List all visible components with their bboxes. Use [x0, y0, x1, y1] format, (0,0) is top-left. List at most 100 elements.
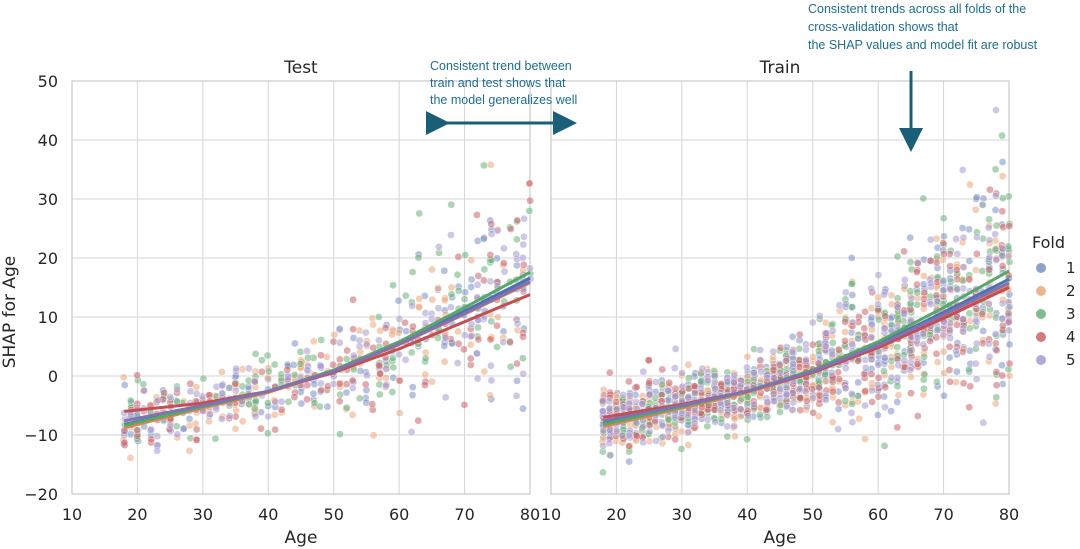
scatter-point-fold-2 [264, 374, 272, 382]
scatter-point-fold-5 [447, 231, 455, 239]
scatter-point-fold-5 [816, 312, 824, 320]
scatter-point-fold-4 [343, 346, 351, 355]
scatter-point-fold-4 [796, 394, 805, 403]
scatter-point-fold-4 [271, 425, 279, 434]
scatter-point-fold-5 [770, 397, 778, 405]
scatter-point-fold-5 [952, 235, 960, 243]
scatter-point-fold-3 [519, 354, 527, 362]
scatter-point-fold-4 [775, 361, 784, 369]
scatter-point-fold-5 [900, 309, 909, 317]
x-tick-label: 20 [127, 505, 147, 524]
scatter-point-fold-4 [283, 366, 292, 374]
scatter-point-fold-3 [985, 215, 993, 224]
scatter-point-fold-3 [525, 207, 534, 215]
scatter-point-fold-5 [487, 361, 495, 370]
scatter-point-fold-5 [842, 300, 850, 308]
scatter-point-fold-5 [453, 359, 462, 367]
scatter-point-fold-1 [972, 193, 981, 202]
scatter-point-fold-5 [1004, 252, 1013, 261]
scatter-point-fold-5 [894, 361, 903, 370]
scatter-point-fold-5 [1005, 326, 1013, 335]
scatter-point-fold-5 [652, 437, 660, 445]
scatter-point-fold-5 [730, 378, 738, 387]
scatter-point-fold-3 [414, 253, 423, 262]
scatter-point-fold-3 [939, 214, 948, 223]
scatter-point-fold-5 [783, 401, 791, 410]
scatter-point-fold-4 [992, 346, 1001, 355]
x-tick-label: 40 [737, 505, 757, 524]
scatter-point-fold-5 [499, 338, 507, 347]
scatter-point-fold-2 [731, 432, 739, 441]
scatter-point-fold-5 [1005, 318, 1013, 326]
scatter-point-fold-3 [998, 131, 1006, 140]
scatter-point-fold-4 [932, 333, 941, 342]
scatter-point-fold-3 [277, 370, 286, 379]
scatter-point-fold-5 [841, 384, 850, 392]
scatter-point-fold-5 [606, 451, 615, 459]
scatter-point-fold-5 [723, 377, 732, 386]
scatter-point-fold-1 [394, 296, 403, 305]
scatter-point-fold-5 [173, 385, 181, 394]
scatter-point-fold-5 [639, 367, 648, 376]
scatter-point-fold-3 [421, 354, 430, 363]
scatter-point-fold-5 [225, 412, 234, 420]
scatter-point-fold-3 [906, 287, 915, 295]
scatter-point-fold-4 [926, 337, 934, 345]
scatter-point-fold-2 [441, 296, 449, 305]
scatter-point-fold-5 [645, 391, 654, 399]
scatter-point-fold-3 [493, 343, 501, 351]
scatter-point-fold-4 [854, 357, 862, 365]
panel-title-test: Test [283, 58, 318, 78]
scatter-point-fold-5 [166, 421, 175, 430]
scatter-point-fold-5 [900, 356, 909, 365]
scatter-point-fold-3 [991, 245, 1000, 254]
scatter-point-fold-3 [743, 435, 751, 444]
scatter-point-fold-1 [958, 224, 967, 232]
scatter-point-fold-2 [218, 368, 226, 376]
scatter-point-fold-5 [362, 340, 371, 349]
y-tick-label: 30 [38, 190, 58, 209]
scatter-point-fold-4 [671, 435, 680, 444]
scatter-point-fold-4 [193, 436, 201, 444]
scatter-point-fold-5 [834, 425, 843, 433]
scatter-point-fold-5 [335, 324, 344, 333]
scatter-point-fold-2 [1005, 371, 1014, 380]
scatter-point-fold-4 [992, 368, 1001, 376]
scatter-point-fold-4 [519, 332, 527, 341]
scatter-point-fold-4 [945, 366, 954, 374]
scatter-point-fold-5 [284, 375, 292, 384]
scatter-point-fold-3 [251, 350, 260, 358]
scatter-point-fold-2 [991, 399, 1000, 408]
scatter-point-fold-5 [946, 285, 954, 293]
scatter-point-fold-4 [658, 365, 666, 374]
scatter-point-fold-4 [486, 335, 495, 344]
scatter-point-fold-3 [317, 336, 326, 344]
scatter-point-fold-5 [625, 431, 633, 440]
scatter-point-fold-4 [809, 340, 817, 349]
scatter-point-fold-4 [258, 367, 266, 376]
scatter-point-fold-3 [263, 351, 272, 360]
scatter-point-fold-4 [953, 275, 962, 284]
scatter-point-fold-4 [349, 325, 357, 333]
scatter-point-fold-3 [684, 374, 693, 382]
scatter-point-fold-2 [684, 360, 693, 369]
scatter-point-fold-4 [1005, 222, 1014, 231]
scatter-point-fold-3 [998, 194, 1007, 202]
scatter-point-fold-4 [651, 417, 659, 426]
scatter-point-fold-3 [677, 445, 686, 453]
scatter-point-fold-5 [519, 253, 527, 262]
scatter-point-fold-4 [632, 383, 641, 391]
scatter-point-fold-2 [486, 391, 494, 400]
y-tick-label: −10 [24, 426, 58, 445]
scatter-point-fold-5 [985, 353, 994, 361]
scatter-point-fold-3 [251, 397, 260, 406]
scatter-point-fold-4 [645, 379, 653, 388]
plot-frame [71, 80, 531, 495]
scatter-point-fold-5 [946, 334, 954, 342]
scatter-point-fold-5 [520, 214, 528, 223]
scatter-point-fold-5 [218, 381, 226, 390]
scatter-point-fold-4 [500, 259, 508, 267]
scatter-point-fold-4 [985, 265, 993, 274]
scatter-point-fold-4 [467, 361, 475, 369]
